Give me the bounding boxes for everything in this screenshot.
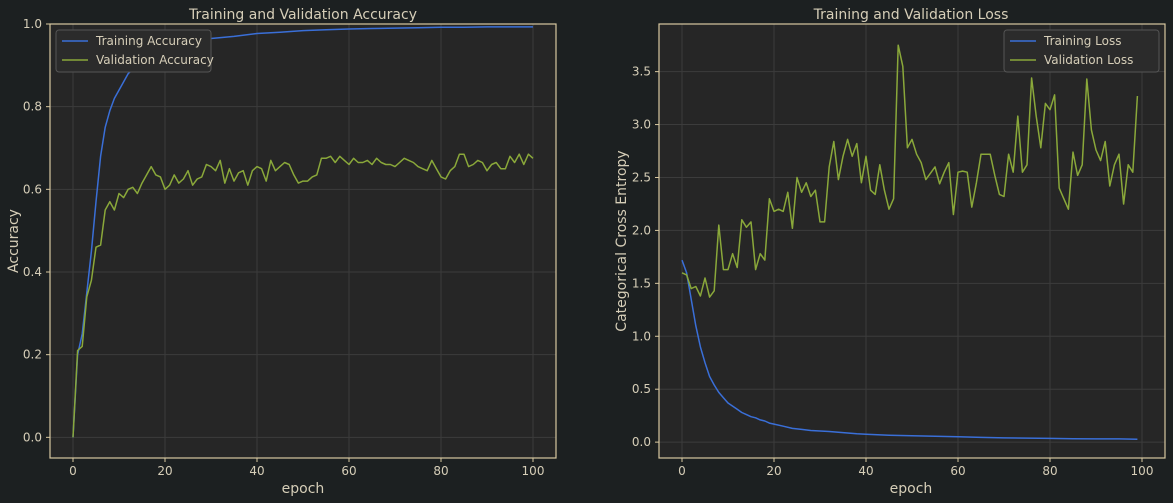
- y-axis-label: Accuracy: [6, 209, 22, 273]
- x-tick-label: 60: [341, 464, 356, 478]
- x-tick-label: 20: [157, 464, 172, 478]
- y-tick-label: 1.5: [632, 276, 651, 290]
- plot-frame: [49, 23, 557, 459]
- y-tick-label: 1.0: [632, 329, 651, 343]
- x-tick-label: 60: [950, 464, 965, 478]
- x-tick-label: 80: [433, 464, 448, 478]
- series-line-validation: [72, 153, 534, 438]
- accuracy-chart: 0 20 40 60 80 100 0.0 0.2 0.4 0.6 0.8 1.0 Training A…: [6, 7, 557, 497]
- y-tick-label: 3.5: [632, 65, 651, 79]
- x-tick-label: 0: [69, 464, 77, 478]
- x-tick-label: 20: [766, 464, 781, 478]
- plot-background: [659, 24, 1165, 458]
- y-tick-label: 2.0: [632, 223, 651, 237]
- plot-area: 0 20 40 60 80 100 0.0 0.2 0.4 0.6 0.8 1.0 Training A…: [23, 17, 557, 478]
- legend-label: Validation Accuracy: [96, 53, 214, 67]
- loss-chart: 0 20 40 60 80 100 0.0 0.5 1.0 1.5 2.0 2.5 3.0 3.5 Trai…: [614, 7, 1166, 497]
- series-line-validation: [681, 44, 1139, 298]
- x-tick-label: 40: [858, 464, 873, 478]
- x-axis-label: epoch: [890, 481, 933, 497]
- legend: Training Loss Validation Loss: [1003, 29, 1160, 73]
- y-tick-label: 2.5: [632, 170, 651, 184]
- y-tick-label: 0.6: [23, 182, 42, 196]
- x-tick-label: 0: [678, 464, 686, 478]
- legend-label: Validation Loss: [1044, 53, 1133, 67]
- legend-label: Training Accuracy: [95, 34, 202, 48]
- y-tick-label: 0.0: [632, 435, 651, 449]
- x-axis-label: epoch: [282, 481, 325, 497]
- x-tick-label: 80: [1042, 464, 1057, 478]
- y-tick-label: 0.8: [23, 100, 42, 114]
- plot-background: [50, 24, 556, 458]
- chart-title: Training and Validation Loss: [813, 7, 1009, 23]
- y-tick-label: 0.5: [632, 382, 651, 396]
- plot-area: 0 20 40 60 80 100 0.0 0.5 1.0 1.5 2.0 2.5 3.0 3.5 Trai…: [632, 23, 1166, 478]
- y-tick-label: 1.0: [23, 17, 42, 31]
- x-tick-label: 40: [249, 464, 264, 478]
- plot-frame: [658, 23, 1166, 459]
- chart-title: Training and Validation Accuracy: [188, 7, 417, 23]
- x-tick-label: 100: [522, 464, 545, 478]
- legend-box: [55, 29, 212, 73]
- y-tick-label: 0.4: [23, 265, 42, 279]
- legend-label: Training Loss: [1043, 34, 1121, 48]
- y-tick-label: 0.0: [23, 430, 42, 444]
- legend-box: [1003, 29, 1160, 73]
- y-tick-label: 0.2: [23, 348, 42, 362]
- legend: Training Accuracy Validation Accuracy: [55, 29, 214, 73]
- series-line-training: [681, 259, 1138, 440]
- x-tick-label: 100: [1131, 464, 1154, 478]
- y-tick-label: 3.0: [632, 118, 651, 132]
- y-axis-label: Categorical Cross Entropy: [614, 150, 630, 331]
